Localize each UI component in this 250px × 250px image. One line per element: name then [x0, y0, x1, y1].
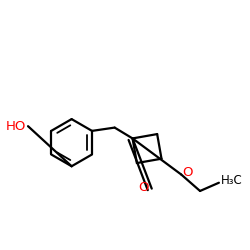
Text: HO: HO	[5, 120, 26, 133]
Text: O: O	[182, 166, 193, 179]
Text: H₃C: H₃C	[221, 174, 242, 187]
Text: O: O	[138, 181, 149, 194]
